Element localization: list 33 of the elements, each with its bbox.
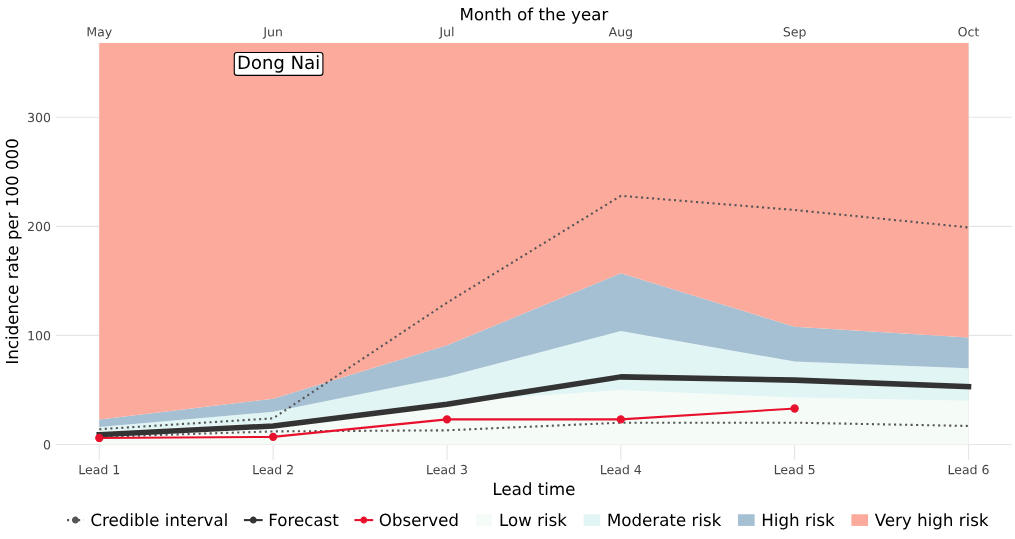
x-tick-label: Lead 3 (427, 464, 467, 475)
point (95, 433, 104, 443)
legend-label: Very high risk (874, 513, 989, 530)
legend-label: Forecast (269, 513, 339, 527)
legend-label: Credible interval (91, 513, 227, 527)
y-tick-label: 0 (43, 439, 51, 450)
text: Aug (608, 27, 632, 39)
legend-label: High risk (762, 513, 835, 530)
y-tick-label: 300 (28, 112, 51, 123)
text: Sep (783, 27, 806, 39)
point (268, 432, 278, 442)
line-series (98, 194, 970, 431)
annotation: Dong Nai (238, 55, 319, 73)
point (790, 404, 799, 413)
point (616, 415, 625, 424)
x-tick-label: Lead 5 (774, 464, 815, 475)
point (442, 415, 452, 424)
x-tick-label: Lead 1 (79, 464, 120, 475)
legend-label: Observed (379, 513, 458, 527)
x-tick-label: Lead 4 (601, 464, 642, 475)
text: Oct (958, 27, 979, 37)
y-tick-label: 200 (28, 221, 51, 232)
x-tick-label: Lead 2 (253, 464, 293, 475)
legend-label: Low risk (500, 513, 567, 527)
y-tick-label: 100 (28, 330, 51, 341)
text: May (87, 27, 112, 39)
x-axis-title: Lead time (494, 482, 575, 496)
legend-label: Moderate risk (608, 513, 722, 527)
text: Jul (438, 26, 454, 39)
x2-axis-title: Month of the year (461, 7, 609, 24)
y-axis-title: Incidence rate per 100 000 (5, 139, 22, 364)
text: Jun (262, 27, 282, 39)
x-tick-label: Lead 6 (948, 464, 989, 475)
